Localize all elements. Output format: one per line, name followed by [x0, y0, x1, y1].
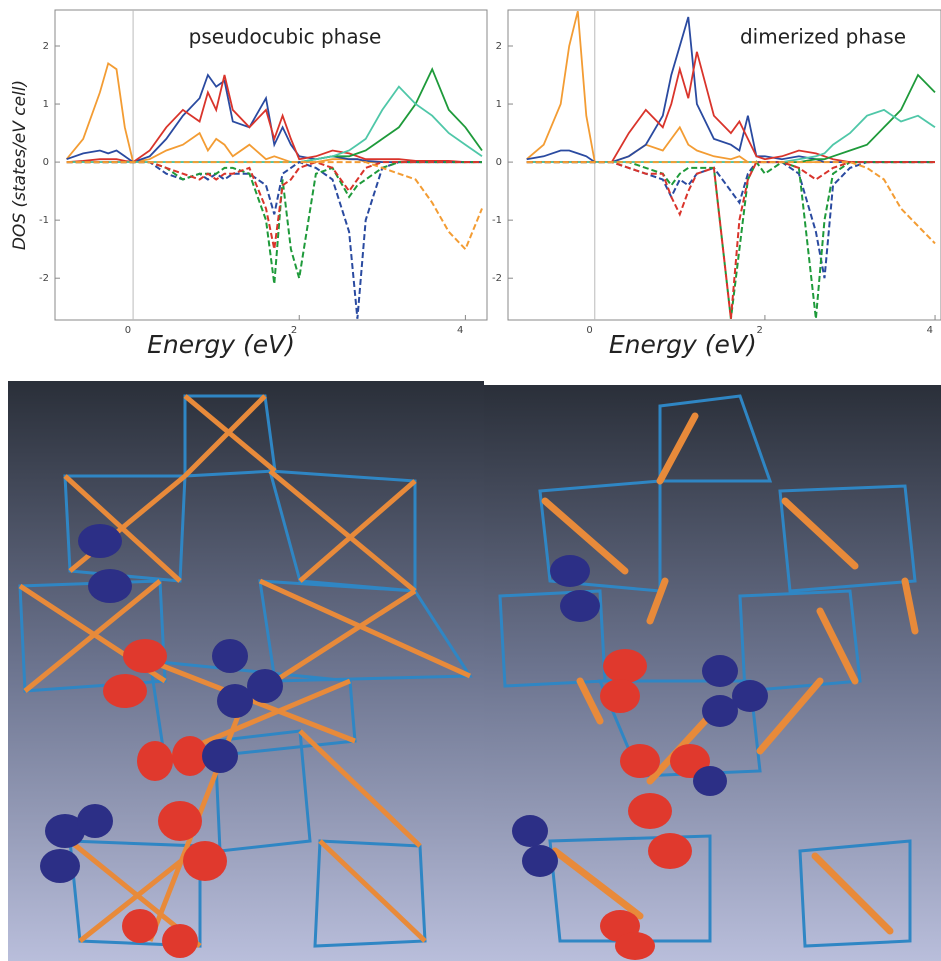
y-tick-label: 2	[496, 41, 502, 52]
dos-line	[526, 161, 935, 279]
y-tick-label: -2	[492, 273, 502, 284]
plot-frame	[54, 9, 488, 321]
dos-figure: -2 -1 0 1 2 0 2 4 pseudocubic phase Energy (eV) DO…	[10, 9, 941, 359]
y-axis-label: DOS (states/eV cell)	[10, 80, 30, 250]
y-tick-label: 1	[43, 99, 49, 110]
x-tick-label: 2	[291, 325, 297, 336]
x-tick-label: 0	[586, 325, 592, 336]
x-tick-label: 4	[457, 325, 463, 336]
y-tick-label: -1	[39, 215, 49, 226]
x-tick-label: 0	[125, 325, 131, 336]
y-tick-label: 1	[496, 99, 502, 110]
series-group	[526, 10, 936, 319]
x-tick-label: 4	[927, 325, 933, 336]
dos-line	[526, 108, 936, 163]
dos-line	[526, 160, 935, 319]
x-axis-label: Energy (eV)	[147, 330, 295, 359]
dos-line	[66, 161, 482, 285]
dos-line	[66, 161, 482, 250]
y-tick-label: 0	[43, 157, 49, 168]
structure-renders	[8, 381, 941, 961]
dos-line	[526, 161, 936, 245]
series-group	[65, 61, 483, 319]
x-tick-label: 2	[757, 325, 763, 336]
plot-frame	[507, 9, 941, 321]
y-tick-label: -1	[492, 215, 502, 226]
chart-title: dimerized phase	[740, 25, 906, 49]
y-tick-label: 2	[43, 41, 49, 52]
dos-line	[526, 161, 935, 319]
dos-line	[66, 161, 483, 252]
orbitals-right	[512, 555, 768, 960]
orbitals-left	[40, 524, 283, 958]
x-axis-label: Energy (eV)	[609, 330, 757, 359]
y-tick-label: -2	[39, 273, 49, 284]
chart-title: pseudocubic phase	[189, 25, 382, 49]
y-tick-label: 0	[496, 157, 502, 168]
